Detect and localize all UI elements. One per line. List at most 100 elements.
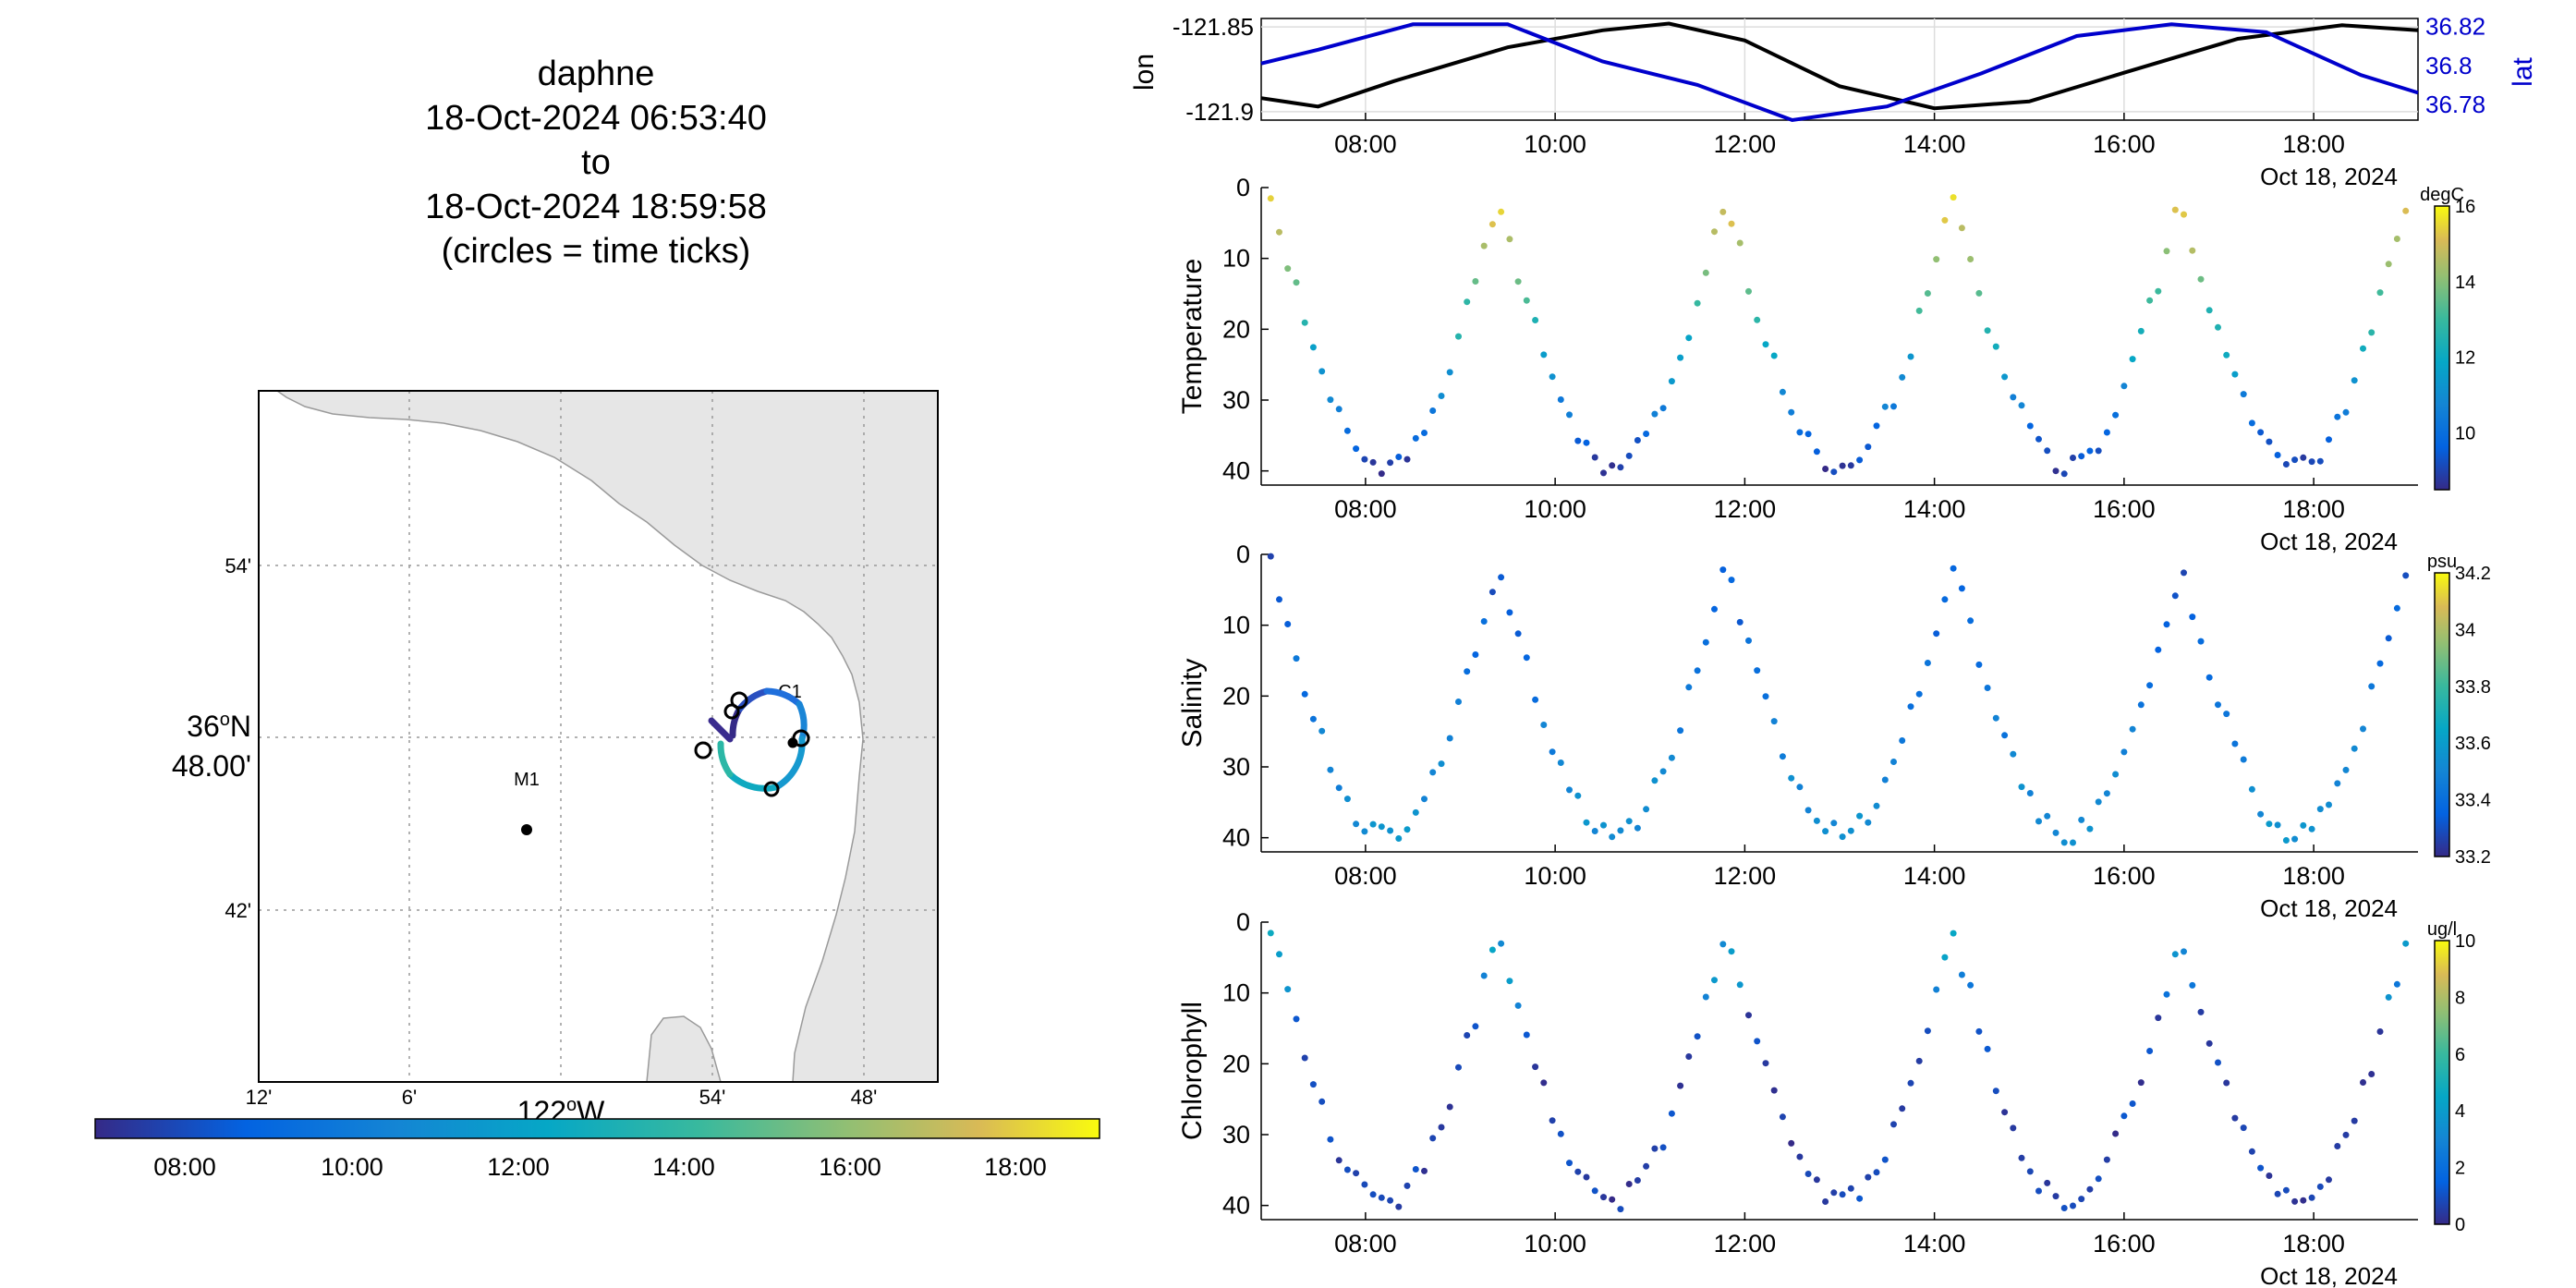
temperature-point [2360, 345, 2366, 352]
temperature-point [2326, 436, 2332, 444]
map-grid [259, 391, 938, 1082]
salinity-point [1881, 776, 1889, 784]
temperature-point [1907, 353, 1914, 360]
title-line-4: 18-Oct-2024 18:59:58 [425, 188, 767, 226]
lon-ytick-label: -121.9 [1185, 98, 1254, 126]
chlorophyll-point [2026, 1168, 2034, 1175]
chlorophyll-point [2223, 1079, 2230, 1087]
salinity-point [2171, 592, 2179, 600]
salinity-point [1574, 792, 1582, 799]
salinity-point [2205, 674, 2213, 681]
chlorophyll-point [1361, 1181, 1368, 1188]
chlorophyll-point [1276, 951, 1282, 958]
lonlat-xtick-label: 10:00 [1524, 130, 1586, 158]
temperature-point [1395, 454, 1403, 460]
chlorophyll-colorbar [2434, 940, 2450, 1225]
salinity-point [1387, 827, 1394, 834]
salinity-xtick-label: 18:00 [2282, 862, 2345, 890]
salinity-point [1643, 806, 1650, 813]
salinity-cbar-tick: 33.2 [2455, 847, 2491, 868]
chlorophyll-cbar-tick: 0 [2455, 1215, 2465, 1235]
salinity-point [1796, 784, 1804, 791]
temperature-point [2334, 413, 2341, 420]
salinity-point [1378, 823, 1385, 831]
chlorophyll-point [1574, 1168, 1582, 1175]
station-m1-label: M1 [514, 770, 540, 790]
chlorophyll-point [1318, 1098, 1326, 1105]
salinity-point [1438, 760, 1445, 768]
temperature-point [1267, 195, 1274, 202]
salinity-point [1403, 826, 1411, 833]
chlorophyll-point [1498, 940, 1505, 947]
salinity-point [1651, 777, 1659, 784]
chlorophyll-point [1523, 1031, 1530, 1039]
temperature-point [1958, 225, 1965, 232]
chlorophyll-point [1506, 978, 1513, 985]
salinity-point [2231, 740, 2239, 747]
salinity-point [1583, 819, 1590, 826]
chlorophyll-point [1284, 986, 1292, 993]
salinity-xtick-label: 10:00 [1524, 862, 1586, 890]
salinity-point [2189, 614, 2196, 621]
salinity-point [1540, 722, 1548, 728]
chlorophyll-point [2215, 1059, 2221, 1066]
temperature-point [2266, 438, 2273, 445]
salinity-point [1677, 727, 1684, 735]
salinity-ytick-label: 20 [1222, 682, 1250, 710]
chlorophyll-point [1941, 954, 1949, 961]
salinity-point [1984, 685, 1991, 691]
temperature-point [2095, 447, 2102, 455]
chlorophyll-ytick-label: 0 [1236, 908, 1250, 936]
salinity-units: psu [2427, 552, 2457, 572]
chlorophyll-point [1267, 930, 1274, 937]
chlorophyll-point [2197, 1008, 2205, 1015]
temperature-point [2035, 435, 2042, 443]
salinity-point [1736, 618, 1744, 626]
chlorophyll-point [2163, 990, 2170, 998]
chlorophyll-units: ug/l [2427, 919, 2457, 940]
temperature-point [1343, 427, 1351, 434]
chlorophyll-point [1685, 1053, 1693, 1060]
temperature-point [1464, 298, 1471, 306]
time-tick-circles [694, 691, 810, 797]
temperature-point [1369, 458, 1377, 466]
temperature-ytick-label: 20 [1222, 315, 1250, 343]
chlorophyll-point [1583, 1173, 1590, 1181]
temperature-point [2103, 429, 2110, 436]
salinity-point [1532, 696, 1539, 703]
temperature-point [1685, 334, 1693, 342]
lon-ylabel: lon [1129, 54, 1160, 91]
temperature-point [1711, 228, 1718, 236]
chlorophyll-point [2095, 1175, 2102, 1183]
chlorophyll-point [2231, 1114, 2239, 1122]
salinity-point [1745, 637, 1752, 644]
temperature-cbar-tick: 12 [2455, 348, 2475, 369]
salinity-point [1353, 820, 1360, 828]
temperature-point [2189, 247, 2196, 254]
temperature-xtick-label: 08:00 [1334, 495, 1397, 523]
chlorophyll-ytick-label: 10 [1222, 979, 1250, 1007]
map-frame [258, 390, 939, 1083]
temperature-point [1327, 396, 1334, 404]
temperature-xtick-label: 14:00 [1903, 495, 1966, 523]
lonlat-xtick-label: 08:00 [1334, 130, 1397, 158]
temperature-point [1779, 388, 1786, 395]
chlorophyll-point [1694, 1033, 1701, 1040]
temperature-point [1514, 278, 1522, 286]
salinity-point [1480, 618, 1488, 625]
salinity-point [2393, 604, 2400, 612]
temperature-point [1933, 256, 1940, 263]
salinity-ytick-label: 10 [1222, 612, 1250, 639]
chlorophyll-point [1907, 1079, 1914, 1087]
salinity-ytick-label: 0 [1236, 541, 1250, 568]
map-panel: 54' 36oN 48.00' 42' 12' 6' 54' 48' 122oW… [94, 390, 1100, 1181]
temperature-point [1736, 239, 1744, 247]
temperature-point [1549, 373, 1556, 381]
salinity-point [1813, 817, 1820, 824]
lon-tick-54: 54' [699, 1086, 726, 1109]
salinity-point [2018, 784, 2025, 791]
temperature-point [1890, 403, 1897, 410]
salinity-point [1327, 766, 1334, 773]
chlorophyll-point [1387, 1197, 1394, 1204]
